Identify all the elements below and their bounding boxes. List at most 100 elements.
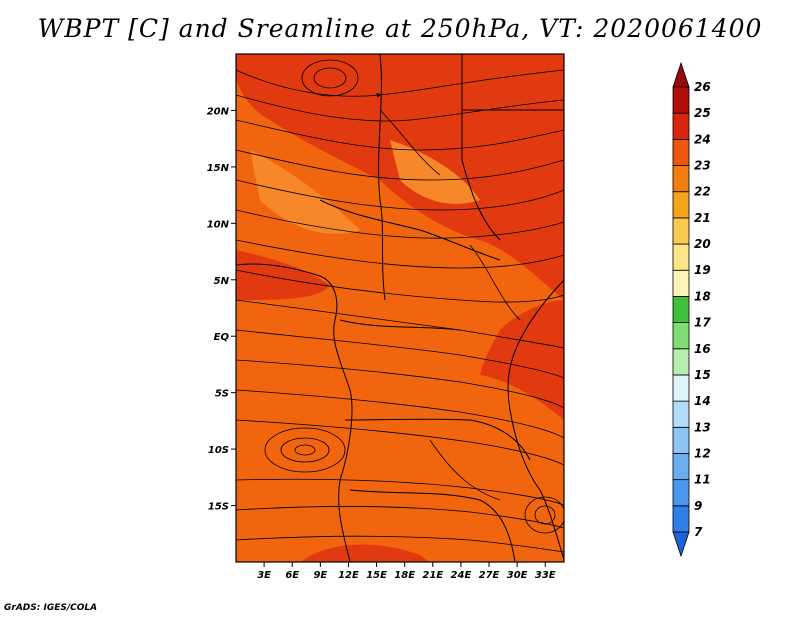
lon-tick-label: 3E (257, 570, 271, 581)
colorbar-swatch (672, 400, 690, 428)
border (319, 199, 501, 261)
colorbar-swatch (672, 453, 690, 481)
colorbar-min-triangle (672, 531, 690, 558)
colorbar-label: 25 (694, 106, 711, 120)
colorbar-swatch (672, 243, 690, 271)
colorbar-label: 7 (694, 525, 703, 539)
lat-tick-label: 5S (215, 389, 229, 400)
colorbar-label: 16 (694, 342, 711, 356)
streamline (236, 329, 564, 379)
lat-tick-label: 10N (207, 219, 230, 230)
colorbar-swatch (672, 322, 690, 350)
streamline-vortex (294, 444, 316, 456)
coastline (236, 263, 353, 562)
country-borders (236, 54, 564, 562)
colorbar-label: 18 (694, 289, 711, 303)
colorbar-label: 13 (694, 420, 711, 434)
lat-tick-label: 20N (207, 106, 230, 117)
colorbar-label: 15 (694, 368, 711, 382)
lon-tick-label: 9E (313, 570, 327, 581)
light-region-central (250, 150, 360, 234)
colorbar-swatch (672, 374, 690, 402)
streamline (236, 359, 564, 409)
footer-credit: GrADS: IGES/COLA (4, 603, 98, 613)
colorbar-label: 20 (694, 237, 711, 251)
streamline (379, 109, 441, 176)
streamline (236, 179, 564, 211)
lon-tick-label: 33E (535, 570, 556, 581)
border (349, 489, 516, 562)
lon-tick-label: 30E (507, 570, 528, 581)
lon-tick-label: 15E (366, 570, 387, 581)
streamline-vortex (301, 59, 359, 97)
colorbar-label: 11 (694, 473, 711, 487)
streamline-vortex (280, 437, 330, 463)
streamlines (236, 59, 564, 553)
latitude-axis: 20N 15N 10N 5N EQ 5S 10S 15S (207, 106, 236, 513)
colorbar-label: 17 (694, 316, 711, 330)
streamline (429, 439, 501, 501)
map-frame (235, 53, 565, 563)
streamline (469, 244, 521, 321)
streamline-vortex (264, 427, 346, 473)
streamline (236, 478, 564, 506)
streamline (236, 119, 564, 151)
colorbar: 7 9 11 12 13 14 15 16 17 18 19 20 21 22 23 24 25 26 (672, 61, 711, 558)
colorbar-swatch (672, 426, 690, 454)
chart-title: WBPT [C] and Sreamline at 250hPa, VT: 20… (37, 14, 763, 43)
colorbar-swatch (672, 138, 690, 166)
streamline (236, 209, 564, 239)
warm-region-east (480, 300, 564, 420)
colorbar-swatch (672, 479, 690, 507)
streamline-vortex (524, 496, 564, 534)
lat-tick-label: EQ (214, 332, 230, 343)
lat-tick-label: 15N (207, 163, 230, 174)
streamline-vortex (534, 505, 556, 525)
lat-tick-label: 5N (214, 276, 230, 287)
border (339, 319, 461, 331)
warm-region-south (300, 544, 430, 562)
light-region-north (390, 140, 480, 204)
longitude-axis: 3E 6E 9E 12E 15E 18E 21E 24E 27E 30E 33E (257, 562, 556, 581)
streamline (236, 69, 564, 98)
streamline (236, 149, 564, 181)
streamline (236, 299, 564, 349)
colorbar-swatch (672, 112, 690, 140)
warm-region-west (236, 250, 330, 300)
lat-tick-label: 15S (208, 502, 229, 513)
lon-tick-label: 24E (451, 570, 472, 581)
lon-tick-label: 27E (479, 570, 500, 581)
wbpt-shading (236, 54, 564, 562)
colorbar-label: 22 (694, 185, 711, 199)
lon-tick-label: 18E (394, 570, 415, 581)
colorbar-swatch (672, 191, 690, 219)
colorbar-swatch (672, 217, 690, 245)
border (344, 418, 531, 461)
border (378, 54, 386, 301)
colorbar-swatch (672, 296, 690, 323)
colorbar-label: 23 (694, 159, 711, 173)
colorbar-swatch (672, 269, 690, 297)
colorbar-label: 19 (694, 263, 711, 277)
colorbar-label: 24 (694, 132, 711, 146)
streamline-vortex (313, 67, 347, 89)
colorbar-max-triangle (672, 61, 690, 88)
lon-tick-label: 12E (338, 570, 359, 581)
streamline (236, 535, 564, 553)
colorbar-label: 9 (694, 499, 702, 513)
streamline (236, 419, 564, 466)
lon-tick-label: 6E (285, 570, 299, 581)
colorbar-swatch (672, 505, 690, 533)
colorbar-label: 26 (694, 80, 711, 94)
lat-tick-label: 10S (208, 445, 229, 456)
streamline (236, 94, 564, 122)
colorbar-swatch (672, 348, 690, 376)
coastline (507, 279, 564, 561)
colorbar-label: 14 (694, 394, 711, 408)
border (461, 54, 501, 241)
colorbar-swatch (672, 165, 690, 193)
colorbar-label: 12 (694, 446, 711, 460)
streamline (236, 389, 564, 439)
streamline (236, 269, 564, 303)
